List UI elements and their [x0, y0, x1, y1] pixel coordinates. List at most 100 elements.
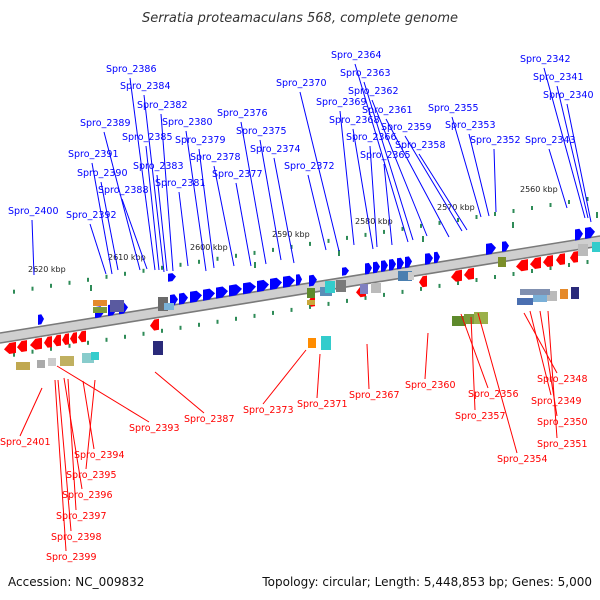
cog-block: [560, 289, 568, 299]
cog-block: [578, 244, 588, 256]
cog-block: [408, 272, 414, 280]
leader-line: [556, 85, 589, 219]
outer-tick-bottom: [198, 322, 200, 327]
gene-label-spro-2351: Spro_2351: [537, 439, 588, 450]
outer-tick-top: [383, 229, 385, 234]
reverse-gene-arrow: [17, 340, 27, 352]
outer-tick-top: [124, 271, 126, 276]
outer-tick-bottom: [235, 316, 237, 321]
summary-text: Topology: circular; Length: 5,448,853 bp…: [261, 575, 592, 589]
map-title: Serratia proteamaculans 568, complete ge…: [142, 11, 458, 26]
leader-line: [82, 380, 95, 450]
leader-line: [89, 223, 107, 275]
reverse-gene-arrow: [62, 333, 69, 345]
gene-label-spro-2391: Spro_2391: [68, 149, 119, 160]
gene-label-spro-2374: Spro_2374: [250, 144, 301, 155]
cog-block: [82, 353, 94, 363]
leader-line: [91, 162, 113, 275]
leader-line: [460, 313, 489, 389]
outer-tick-bottom: [475, 278, 478, 282]
gene-label-spro-2352: Spro_2352: [470, 135, 521, 146]
outer-tick-top: [401, 226, 404, 231]
forward-gene-arrow: [296, 274, 302, 286]
gene-label-spro-2356: Spro_2356: [468, 389, 519, 400]
gene-label-spro-2343: Spro_2343: [525, 135, 576, 146]
outer-tick-bottom: [87, 340, 89, 345]
leader-line: [477, 312, 518, 454]
outer-tick-bottom: [253, 313, 256, 318]
outer-tick-bottom: [124, 334, 126, 339]
leader-line: [103, 131, 141, 271]
gene-label-spro-2381: Spro_2381: [155, 178, 206, 189]
cog-block: [16, 362, 30, 370]
outer-tick-bottom: [346, 298, 348, 303]
outer-tick-top: [531, 206, 533, 210]
kbp-label: 2580 kbp: [355, 217, 393, 226]
leader-line: [262, 349, 307, 405]
forward-gene-arrow: [168, 273, 176, 282]
outer-tick-bottom: [586, 260, 589, 264]
outer-tick-top: [216, 256, 219, 261]
cog-block: [93, 307, 107, 313]
forward-gene-arrow: [342, 267, 349, 276]
forward-gene-arrow: [397, 257, 404, 270]
leader-line: [543, 67, 586, 219]
gene-label-spro-2377: Spro_2377: [212, 169, 263, 180]
outer-tick-bottom: [105, 337, 108, 342]
leader-line: [185, 130, 207, 272]
outer-tick-bottom: [457, 281, 459, 285]
cog-block: [164, 303, 174, 310]
gene-label-spro-2340: Spro_2340: [543, 90, 594, 101]
accession-text: Accession: NC_009832: [8, 575, 144, 589]
cog-block: [498, 257, 506, 267]
gene-label-spro-2368: Spro_2368: [329, 115, 380, 126]
outer-tick-top: [105, 274, 108, 279]
gene-labels: Spro_2342 Spro_2341 Spro_2340 Spro_2343 Spro…: [0, 50, 594, 563]
leader-line: [178, 191, 189, 267]
reverse-gene-arrow: [556, 253, 565, 265]
gene-label-spro-2369: Spro_2369: [316, 97, 367, 108]
leader-line: [63, 377, 83, 490]
forward-gene-arrow: [389, 259, 396, 271]
gene-label-spro-2395: Spro_2395: [66, 470, 117, 481]
cog-block: [571, 287, 579, 299]
outer-tick-top: [68, 280, 71, 285]
kbp-label: 2610 kbp: [108, 253, 146, 262]
gene-label-spro-2396: Spro_2396: [62, 490, 113, 501]
outer-tick-bottom: [13, 352, 15, 357]
gene-label-spro-2365: Spro_2365: [360, 150, 411, 161]
gene-label-spro-2379: Spro_2379: [175, 135, 226, 146]
gene-label-spro-2341: Spro_2341: [533, 72, 584, 83]
outer-tick-top: [87, 277, 89, 282]
leader-line: [121, 198, 148, 270]
gene-label-spro-2378: Spro_2378: [190, 152, 241, 163]
forward-gene-arrow: [229, 284, 242, 297]
forward-gene-arrow: [434, 251, 440, 264]
gene-label-spro-2394: Spro_2394: [74, 450, 125, 461]
reverse-gene-arrow: [70, 332, 77, 344]
leader-line: [468, 133, 490, 217]
leader-line: [160, 113, 174, 272]
reverse-gene-arrow: [543, 255, 553, 267]
gene-label-spro-2382: Spro_2382: [137, 100, 188, 111]
gene-label-spro-2385: Spro_2385: [122, 132, 173, 143]
reverse-gene-arrow: [516, 259, 528, 272]
gene-label-spro-2350: Spro_2350: [537, 417, 588, 428]
cog-block: [398, 271, 412, 281]
leader-line: [383, 163, 393, 246]
gene-label-spro-2386: Spro_2386: [106, 64, 157, 75]
outer-tick-top: [13, 289, 15, 294]
leader-line: [198, 148, 215, 269]
cog-block: [308, 338, 316, 348]
cog-block: [452, 316, 466, 326]
leader-line: [547, 310, 558, 439]
gene-label-spro-2392: Spro_2392: [66, 210, 117, 221]
leader-line: [154, 371, 205, 414]
leader-line: [470, 316, 476, 411]
leader-line: [404, 135, 463, 232]
gene-label-spro-2349: Spro_2349: [531, 396, 582, 407]
gene-label-spro-2366: Spro_2366: [346, 132, 397, 143]
outer-tick-bottom: [438, 283, 441, 288]
gene-label-spro-2355: Spro_2355: [428, 103, 479, 114]
forward-gene-arrow: [179, 292, 188, 305]
